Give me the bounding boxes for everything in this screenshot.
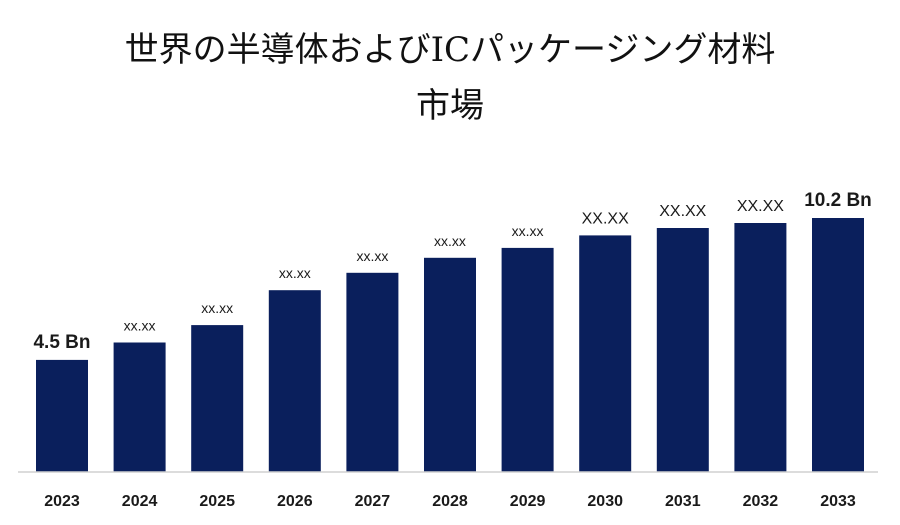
data-label-2024: xx.xx (124, 318, 156, 334)
data-label-2030: XX.XX (582, 210, 629, 227)
bar-2033 (812, 218, 864, 472)
x-tick-labels-group: 2023 2024 2025 2026 2027 2028 2029 2030 2031 2032… (44, 493, 856, 510)
x-tick-2025: 2025 (199, 493, 235, 510)
x-tick-2030: 2030 (587, 493, 623, 510)
x-tick-2023: 2023 (44, 493, 80, 510)
data-labels-group: 4.5 Bn xx.xx xx.xx xx.xx xx.xx xx.xx xx.xx XX.X… (33, 190, 871, 353)
data-label-2023: 4.5 Bn (33, 332, 90, 353)
x-tick-2027: 2027 (355, 493, 391, 510)
x-tick-2031: 2031 (665, 493, 701, 510)
bar-2023 (36, 359, 88, 472)
data-label-2031: XX.XX (659, 203, 706, 220)
bar-2029 (501, 247, 554, 472)
bar-2028 (424, 257, 476, 472)
data-label-2026: xx.xx (279, 265, 311, 281)
x-tick-2026: 2026 (277, 493, 313, 510)
data-label-2027: xx.xx (356, 248, 388, 264)
chart-title-line-1: 世界の半導体およびICパッケージング材料 (124, 30, 776, 70)
bar-2032 (734, 223, 787, 472)
bar-2024 (113, 342, 166, 472)
chart-title: 世界の半導体およびICパッケージング材料 市場 (0, 22, 900, 134)
bar-2030 (579, 235, 632, 472)
bar-2027 (346, 272, 399, 472)
data-label-2029: xx.xx (512, 223, 544, 239)
bar-2031 (656, 228, 709, 472)
chart-title-line-2: 市場 (416, 86, 484, 126)
data-label-2033: 10.2 Bn (804, 190, 872, 211)
bar-2026 (268, 290, 321, 472)
data-label-2025: xx.xx (201, 300, 233, 316)
x-tick-2028: 2028 (432, 493, 468, 510)
x-tick-2024: 2024 (122, 493, 158, 510)
data-label-2028: xx.xx (434, 233, 466, 249)
x-tick-2029: 2029 (510, 493, 546, 510)
x-tick-2032: 2032 (743, 493, 779, 510)
bar-2025 (191, 325, 244, 472)
x-tick-2033: 2033 (820, 493, 856, 510)
data-label-2032: XX.XX (737, 198, 784, 215)
bars-group (36, 218, 864, 472)
